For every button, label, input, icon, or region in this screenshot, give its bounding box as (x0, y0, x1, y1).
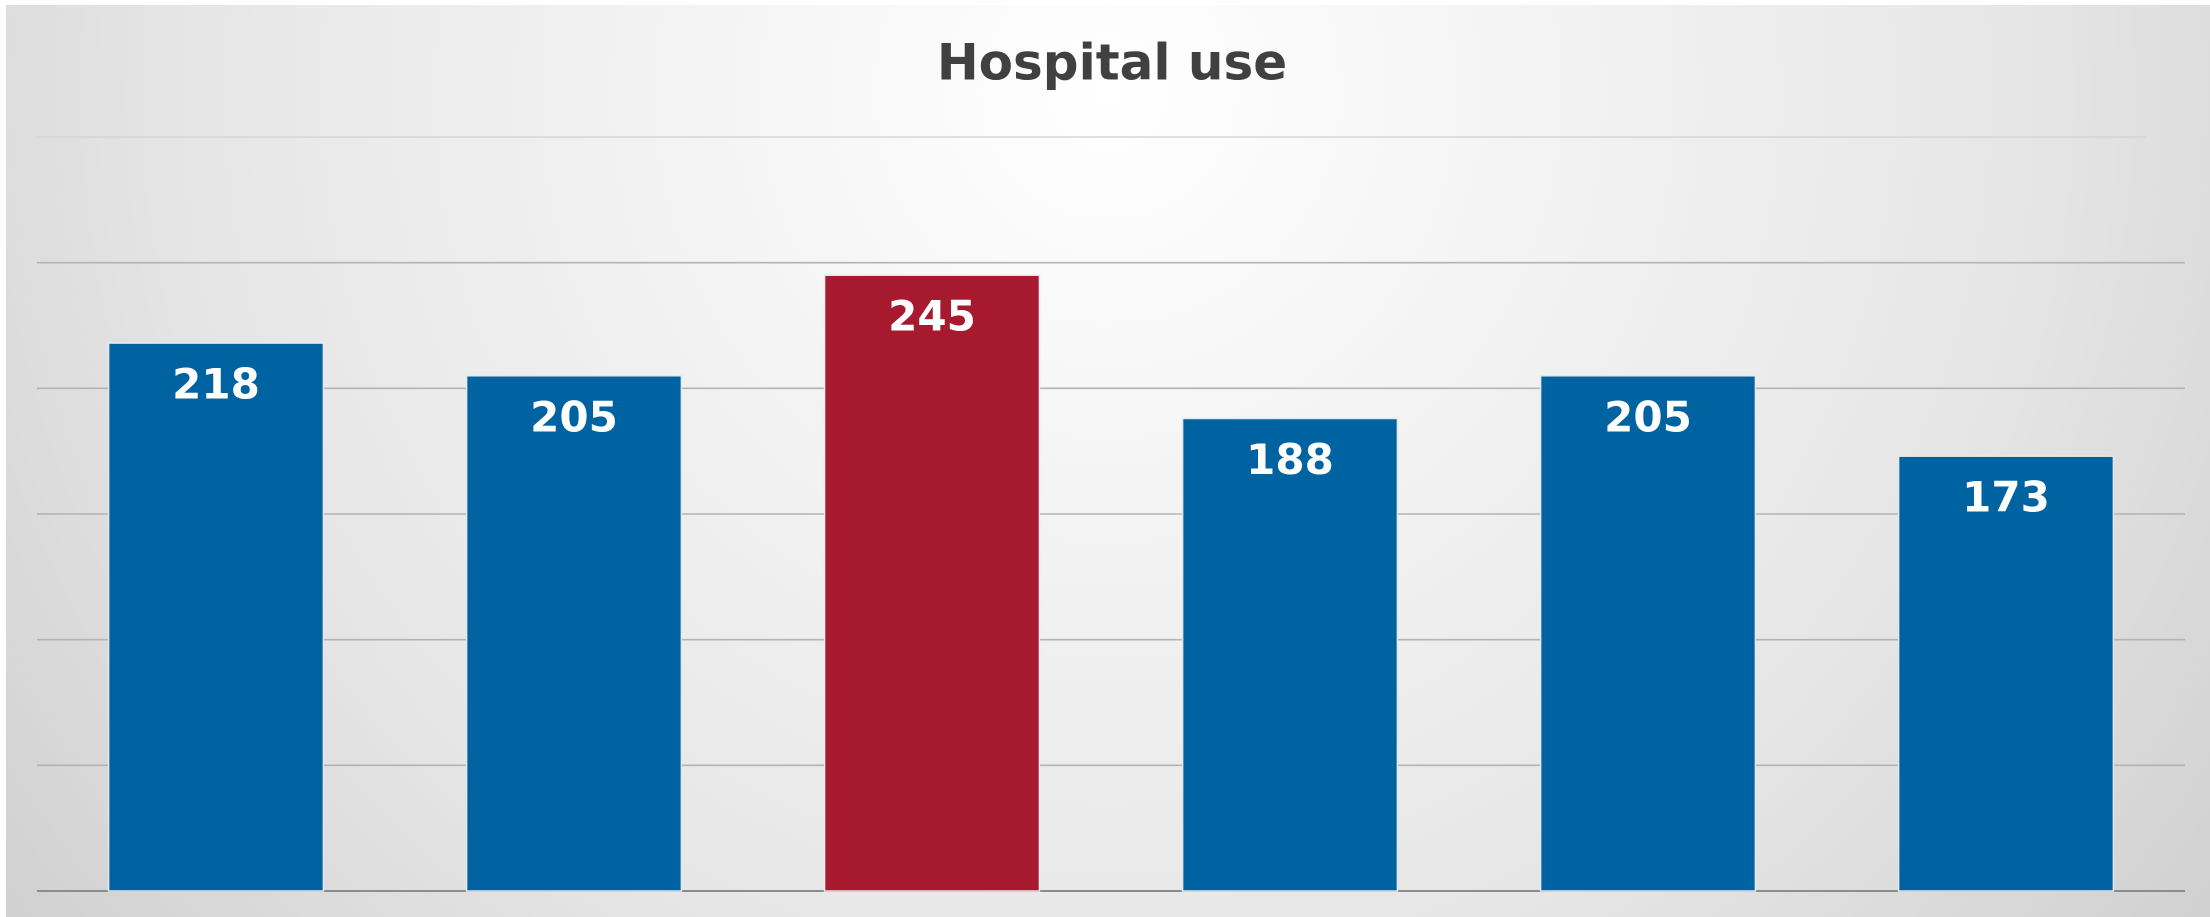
bar (465, 375, 683, 892)
bar (1897, 455, 2115, 892)
bar (1181, 417, 1399, 892)
data-label: 205 (530, 392, 618, 441)
data-label: 188 (1246, 435, 1334, 484)
bar (1539, 375, 1757, 892)
chart-background (6, 5, 2210, 917)
data-label: 218 (172, 360, 260, 409)
data-label: 205 (1604, 392, 1692, 441)
data-label: 245 (888, 292, 976, 341)
bar (107, 342, 325, 892)
chart-title: Hospital use (937, 34, 1287, 92)
bar (823, 274, 1041, 892)
data-label: 173 (1962, 473, 2050, 522)
